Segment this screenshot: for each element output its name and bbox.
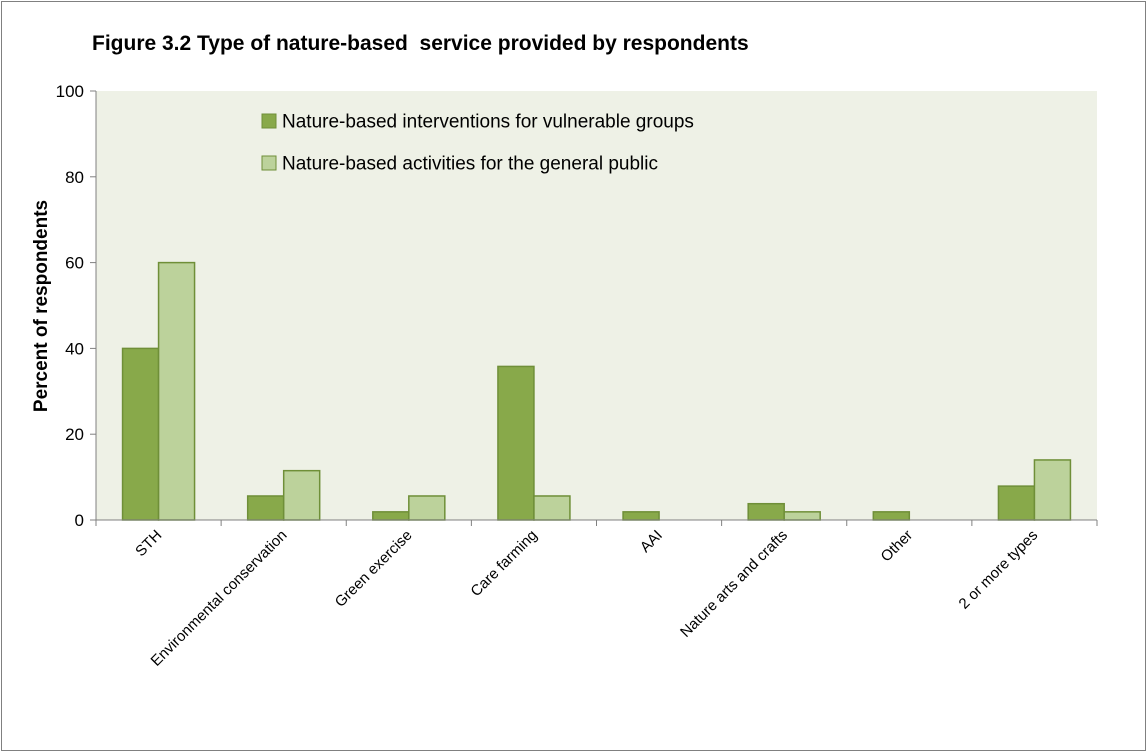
legend-label-2: Nature-based activities for the general … bbox=[282, 154, 658, 175]
bar-series-1-cat-4 bbox=[497, 365, 535, 521]
bar-series-2-cat-8 bbox=[1033, 459, 1072, 521]
y-tick-label: 80 bbox=[65, 168, 84, 187]
bar-series-1-cat-7 bbox=[872, 511, 911, 521]
legend-swatch-2 bbox=[261, 155, 277, 171]
bar-series-1-cat-5 bbox=[622, 511, 660, 521]
legend-label-1: Nature-based interventions for vulnerabl… bbox=[282, 112, 694, 133]
y-tick-label: 60 bbox=[65, 254, 84, 273]
bars-layer bbox=[121, 261, 1072, 521]
y-tick-label: 40 bbox=[65, 339, 84, 358]
y-tick-labels: 0 20 40 60 80 100 bbox=[56, 82, 84, 530]
legend: Nature-based interventions for vulnerabl… bbox=[261, 112, 694, 175]
bar-series-2-cat-4 bbox=[533, 495, 571, 521]
bar-series-1-cat-3 bbox=[372, 511, 410, 521]
bar-series-2-cat-3 bbox=[408, 495, 446, 521]
axes-layer bbox=[90, 90, 1098, 526]
bar-series-2-cat-1 bbox=[157, 261, 196, 521]
bar-series-1-cat-8 bbox=[997, 485, 1036, 521]
y-tick-label: 100 bbox=[56, 82, 84, 101]
bar-series-2-cat-6 bbox=[783, 511, 821, 521]
y-tick-label: 0 bbox=[75, 511, 84, 530]
legend-swatch-1 bbox=[261, 113, 277, 129]
chart-title: Figure 3.2 Type of nature-based service … bbox=[92, 32, 749, 55]
y-tick-label: 20 bbox=[65, 425, 84, 444]
bar-series-1-cat-6 bbox=[747, 502, 785, 521]
bar-series-1-cat-2 bbox=[246, 495, 285, 521]
bar-series-2-cat-2 bbox=[282, 469, 321, 521]
y-axis-label: Percent of respondents bbox=[31, 200, 52, 412]
bar-series-1-cat-1 bbox=[121, 347, 160, 521]
